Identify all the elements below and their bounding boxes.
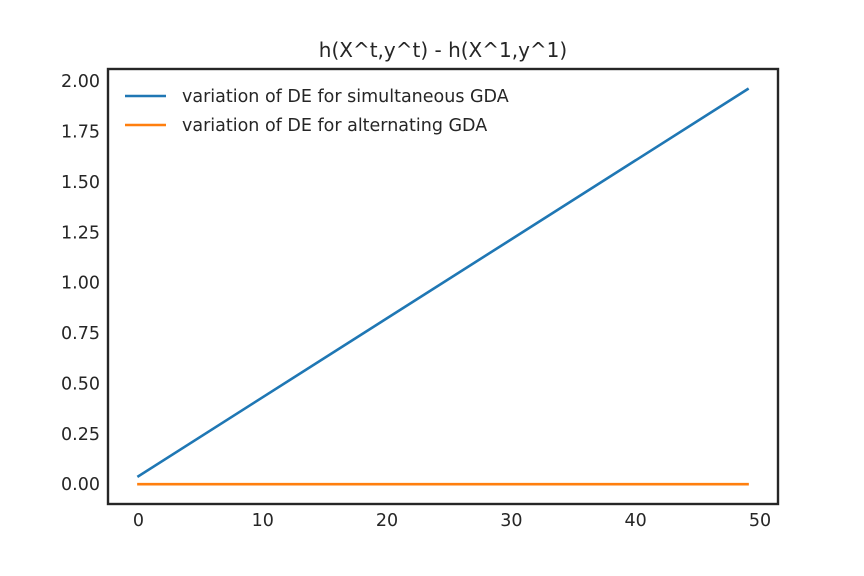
y-tick-label: 0.50 [61,374,100,394]
y-tick-label: 0.25 [61,425,100,445]
x-tick-label: 30 [500,511,522,531]
y-tick-label: 1.00 [61,274,100,294]
series-layer [136,87,750,486]
legend: variation of DE for simultaneous GDA vari… [125,87,509,136]
y-tick-label: 2.00 [61,72,100,92]
y-axis-ticks: 0.00 0.25 0.50 0.75 1.00 1.25 1.50 1.75 2.00 [61,72,100,495]
y-tick-label: 1.50 [61,173,100,193]
x-tick-label: 50 [749,511,771,531]
legend-label-1: variation of DE for simultaneous GDA [182,87,509,107]
y-tick-label: 1.75 [61,123,100,143]
x-tick-label: 20 [376,511,398,531]
chart-title: h(X^t,y^t) - h(X^1,y^1) [319,38,567,62]
legend-label-2: variation of DE for alternating GDA [182,116,487,136]
y-tick-label: 0.00 [61,475,100,495]
x-tick-label: 40 [625,511,647,531]
x-tick-label: 10 [252,511,274,531]
plot-area-frame [106,67,780,506]
series-line-1 [136,87,750,478]
x-axis-ticks: 0 10 20 30 40 50 [133,511,771,531]
y-tick-label: 0.75 [61,324,100,344]
y-tick-label: 1.25 [61,223,100,243]
x-tick-label: 0 [133,511,144,531]
